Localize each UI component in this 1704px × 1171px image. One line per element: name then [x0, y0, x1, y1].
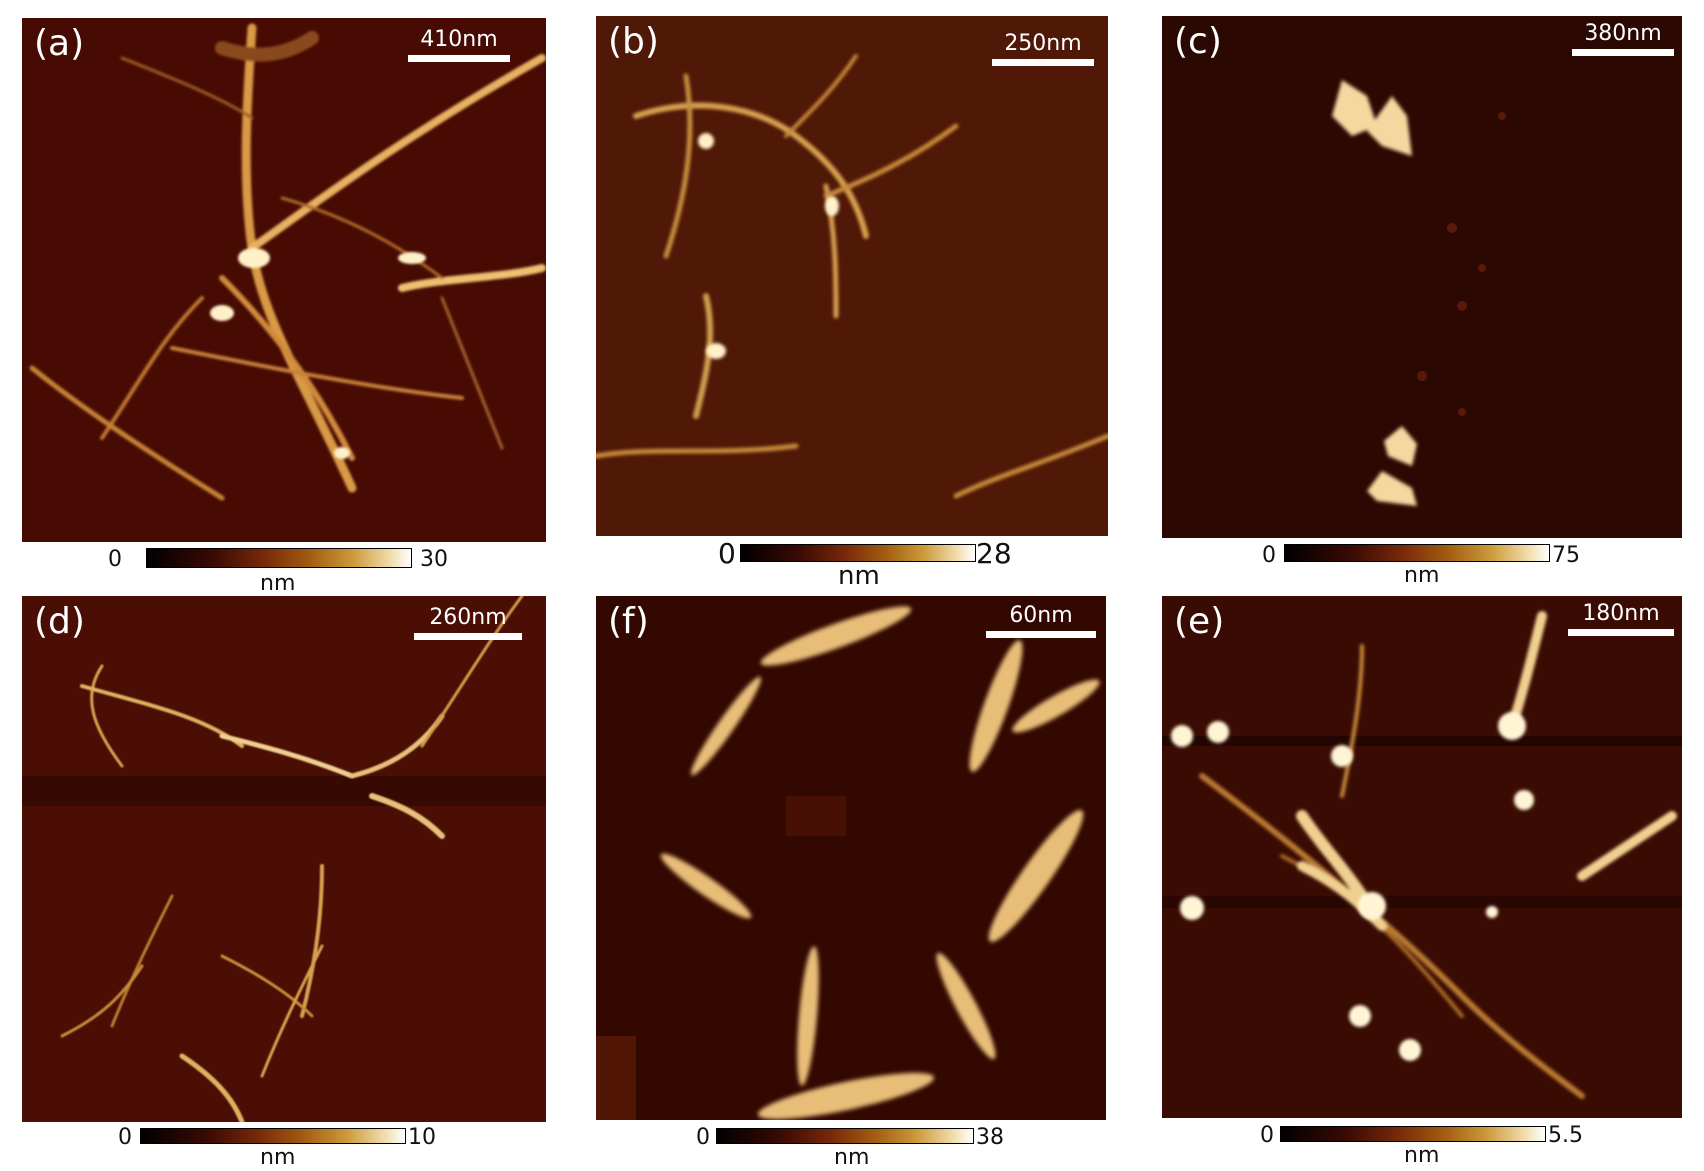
colorbar-min-c: 0: [1262, 543, 1276, 568]
scale-bar-f: 60nm: [986, 604, 1096, 638]
colorbar-min-d: 0: [118, 1125, 132, 1150]
panel-label-d: (d): [34, 601, 85, 642]
colorbar-gradient-a: [146, 548, 412, 568]
panel-label-a: (a): [34, 23, 85, 64]
afm-panel-d: (d) 260nm: [22, 596, 546, 1122]
scale-bar-a: 410nm: [408, 28, 510, 62]
panel-label-f: (f): [608, 601, 649, 642]
colorbar-e: 0 5.5 nm: [1162, 1122, 1682, 1170]
afm-panel-e: (e) 180nm: [1162, 596, 1682, 1118]
colorbar-max-c: 75: [1552, 543, 1580, 568]
scale-bar-b: 250nm: [992, 32, 1094, 66]
colorbar-gradient-e: [1280, 1126, 1546, 1142]
afm-panel-b: (b) 250nm: [596, 16, 1108, 536]
colorbar-min-f: 0: [696, 1125, 710, 1150]
afm-image-c: [1332, 80, 1506, 506]
afm-image-a: [29, 23, 546, 501]
colorbar-gradient-f: [716, 1128, 974, 1144]
colorbar-max-d: 10: [408, 1125, 436, 1150]
scale-bar-e: 180nm: [1568, 602, 1674, 636]
colorbar-max-b: 28: [976, 537, 1012, 570]
colorbar-unit-f: nm: [834, 1145, 870, 1170]
colorbar-min-a: 0: [108, 547, 122, 572]
colorbar-c: 0 75 nm: [1162, 542, 1682, 592]
colorbar-unit-d: nm: [260, 1145, 296, 1170]
panel-label-c: (c): [1174, 21, 1222, 62]
colorbar-gradient-b: [740, 544, 976, 562]
colorbar-max-f: 38: [976, 1125, 1004, 1150]
scale-bar-line-d: [414, 633, 522, 640]
panel-label-b: (b): [608, 21, 659, 62]
scale-bar-label-a: 410nm: [420, 27, 498, 52]
afm-panel-a: (a) 410nm: [22, 18, 546, 542]
scale-bar-line-b: [992, 59, 1094, 66]
colorbar-b: 0 28 nm: [596, 540, 1108, 596]
colorbar-min-b: 0: [718, 537, 736, 570]
scale-bar-line-e: [1568, 629, 1674, 636]
colorbar-max-e: 5.5: [1548, 1123, 1583, 1148]
afm-image-f: [596, 606, 1100, 1120]
afm-panel-f: (f) 60nm: [596, 596, 1106, 1120]
scale-bar-line-f: [986, 631, 1096, 638]
scale-bar-label-c: 380nm: [1584, 21, 1662, 46]
scale-bar-line-c: [1572, 49, 1674, 56]
afm-panel-c: (c) 380nm: [1162, 16, 1682, 538]
colorbar-gradient-c: [1284, 544, 1550, 562]
colorbar-unit-c: nm: [1404, 563, 1440, 588]
afm-image-b: [596, 54, 1108, 499]
colorbar-a: 0 30 nm: [22, 546, 546, 596]
colorbar-unit-e: nm: [1404, 1143, 1440, 1168]
colorbar-min-e: 0: [1260, 1123, 1274, 1148]
scale-bar-c: 380nm: [1572, 22, 1674, 56]
colorbar-gradient-d: [140, 1128, 406, 1144]
colorbar-unit-a: nm: [260, 571, 296, 596]
afm-image-d: [22, 596, 546, 1122]
colorbar-f: 0 38 nm: [596, 1124, 1106, 1170]
scale-bar-label-f: 60nm: [1009, 603, 1073, 628]
scale-bar-label-b: 250nm: [1004, 31, 1082, 56]
colorbar-unit-b: nm: [838, 561, 880, 591]
scale-bar-label-e: 180nm: [1582, 601, 1660, 626]
colorbar-max-a: 30: [420, 547, 448, 572]
scale-bar-label-d: 260nm: [429, 605, 507, 630]
panel-label-e: (e): [1174, 601, 1225, 642]
scale-bar-d: 260nm: [414, 606, 522, 640]
scale-bar-line-a: [408, 55, 510, 62]
colorbar-d: 0 10 nm: [22, 1124, 546, 1170]
afm-image-e: [1162, 611, 1682, 1099]
